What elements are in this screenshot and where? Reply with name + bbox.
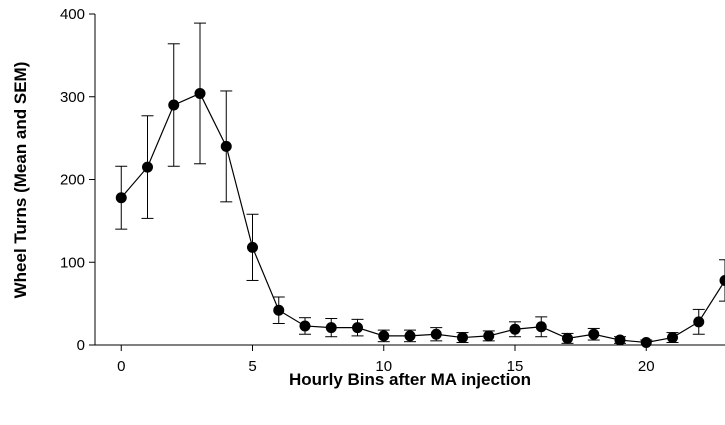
x-tick-label: 5 — [248, 358, 256, 375]
data-point — [142, 161, 153, 173]
x-tick-label: 0 — [117, 358, 125, 375]
data-point — [614, 334, 626, 346]
data-point — [299, 320, 311, 332]
data-point — [640, 337, 652, 349]
data-point — [693, 316, 705, 328]
data-point — [483, 330, 495, 342]
x-tick-label: 20 — [638, 358, 655, 375]
data-point — [220, 140, 232, 152]
y-tick-label: 400 — [60, 6, 85, 23]
y-tick-label: 100 — [60, 254, 85, 271]
data-point — [562, 332, 573, 344]
data-point — [115, 192, 127, 204]
data-point — [247, 241, 258, 253]
data-point — [194, 87, 206, 99]
data-point — [667, 332, 678, 344]
x-tick-label: 10 — [375, 358, 392, 375]
data-point — [588, 328, 600, 340]
y-tick-label: 0 — [77, 337, 85, 354]
x-axis-label: Hourly Bins after MA injection — [289, 370, 531, 389]
data-point — [168, 99, 180, 111]
data-point — [273, 304, 285, 316]
data-point — [378, 330, 390, 342]
data-point — [719, 274, 725, 286]
y-tick-label: 300 — [60, 89, 85, 106]
data-point — [325, 322, 337, 334]
data-point — [430, 328, 442, 340]
y-tick-label: 200 — [60, 172, 85, 189]
data-point — [535, 321, 547, 333]
data-point — [509, 323, 521, 335]
data-point — [404, 330, 416, 342]
data-point — [457, 332, 468, 344]
data-line — [120, 92, 725, 344]
data-point — [352, 322, 363, 334]
x-tick-label: 15 — [507, 358, 524, 375]
y-axis-label: Wheel Turns (Mean and SEM) — [11, 62, 30, 299]
